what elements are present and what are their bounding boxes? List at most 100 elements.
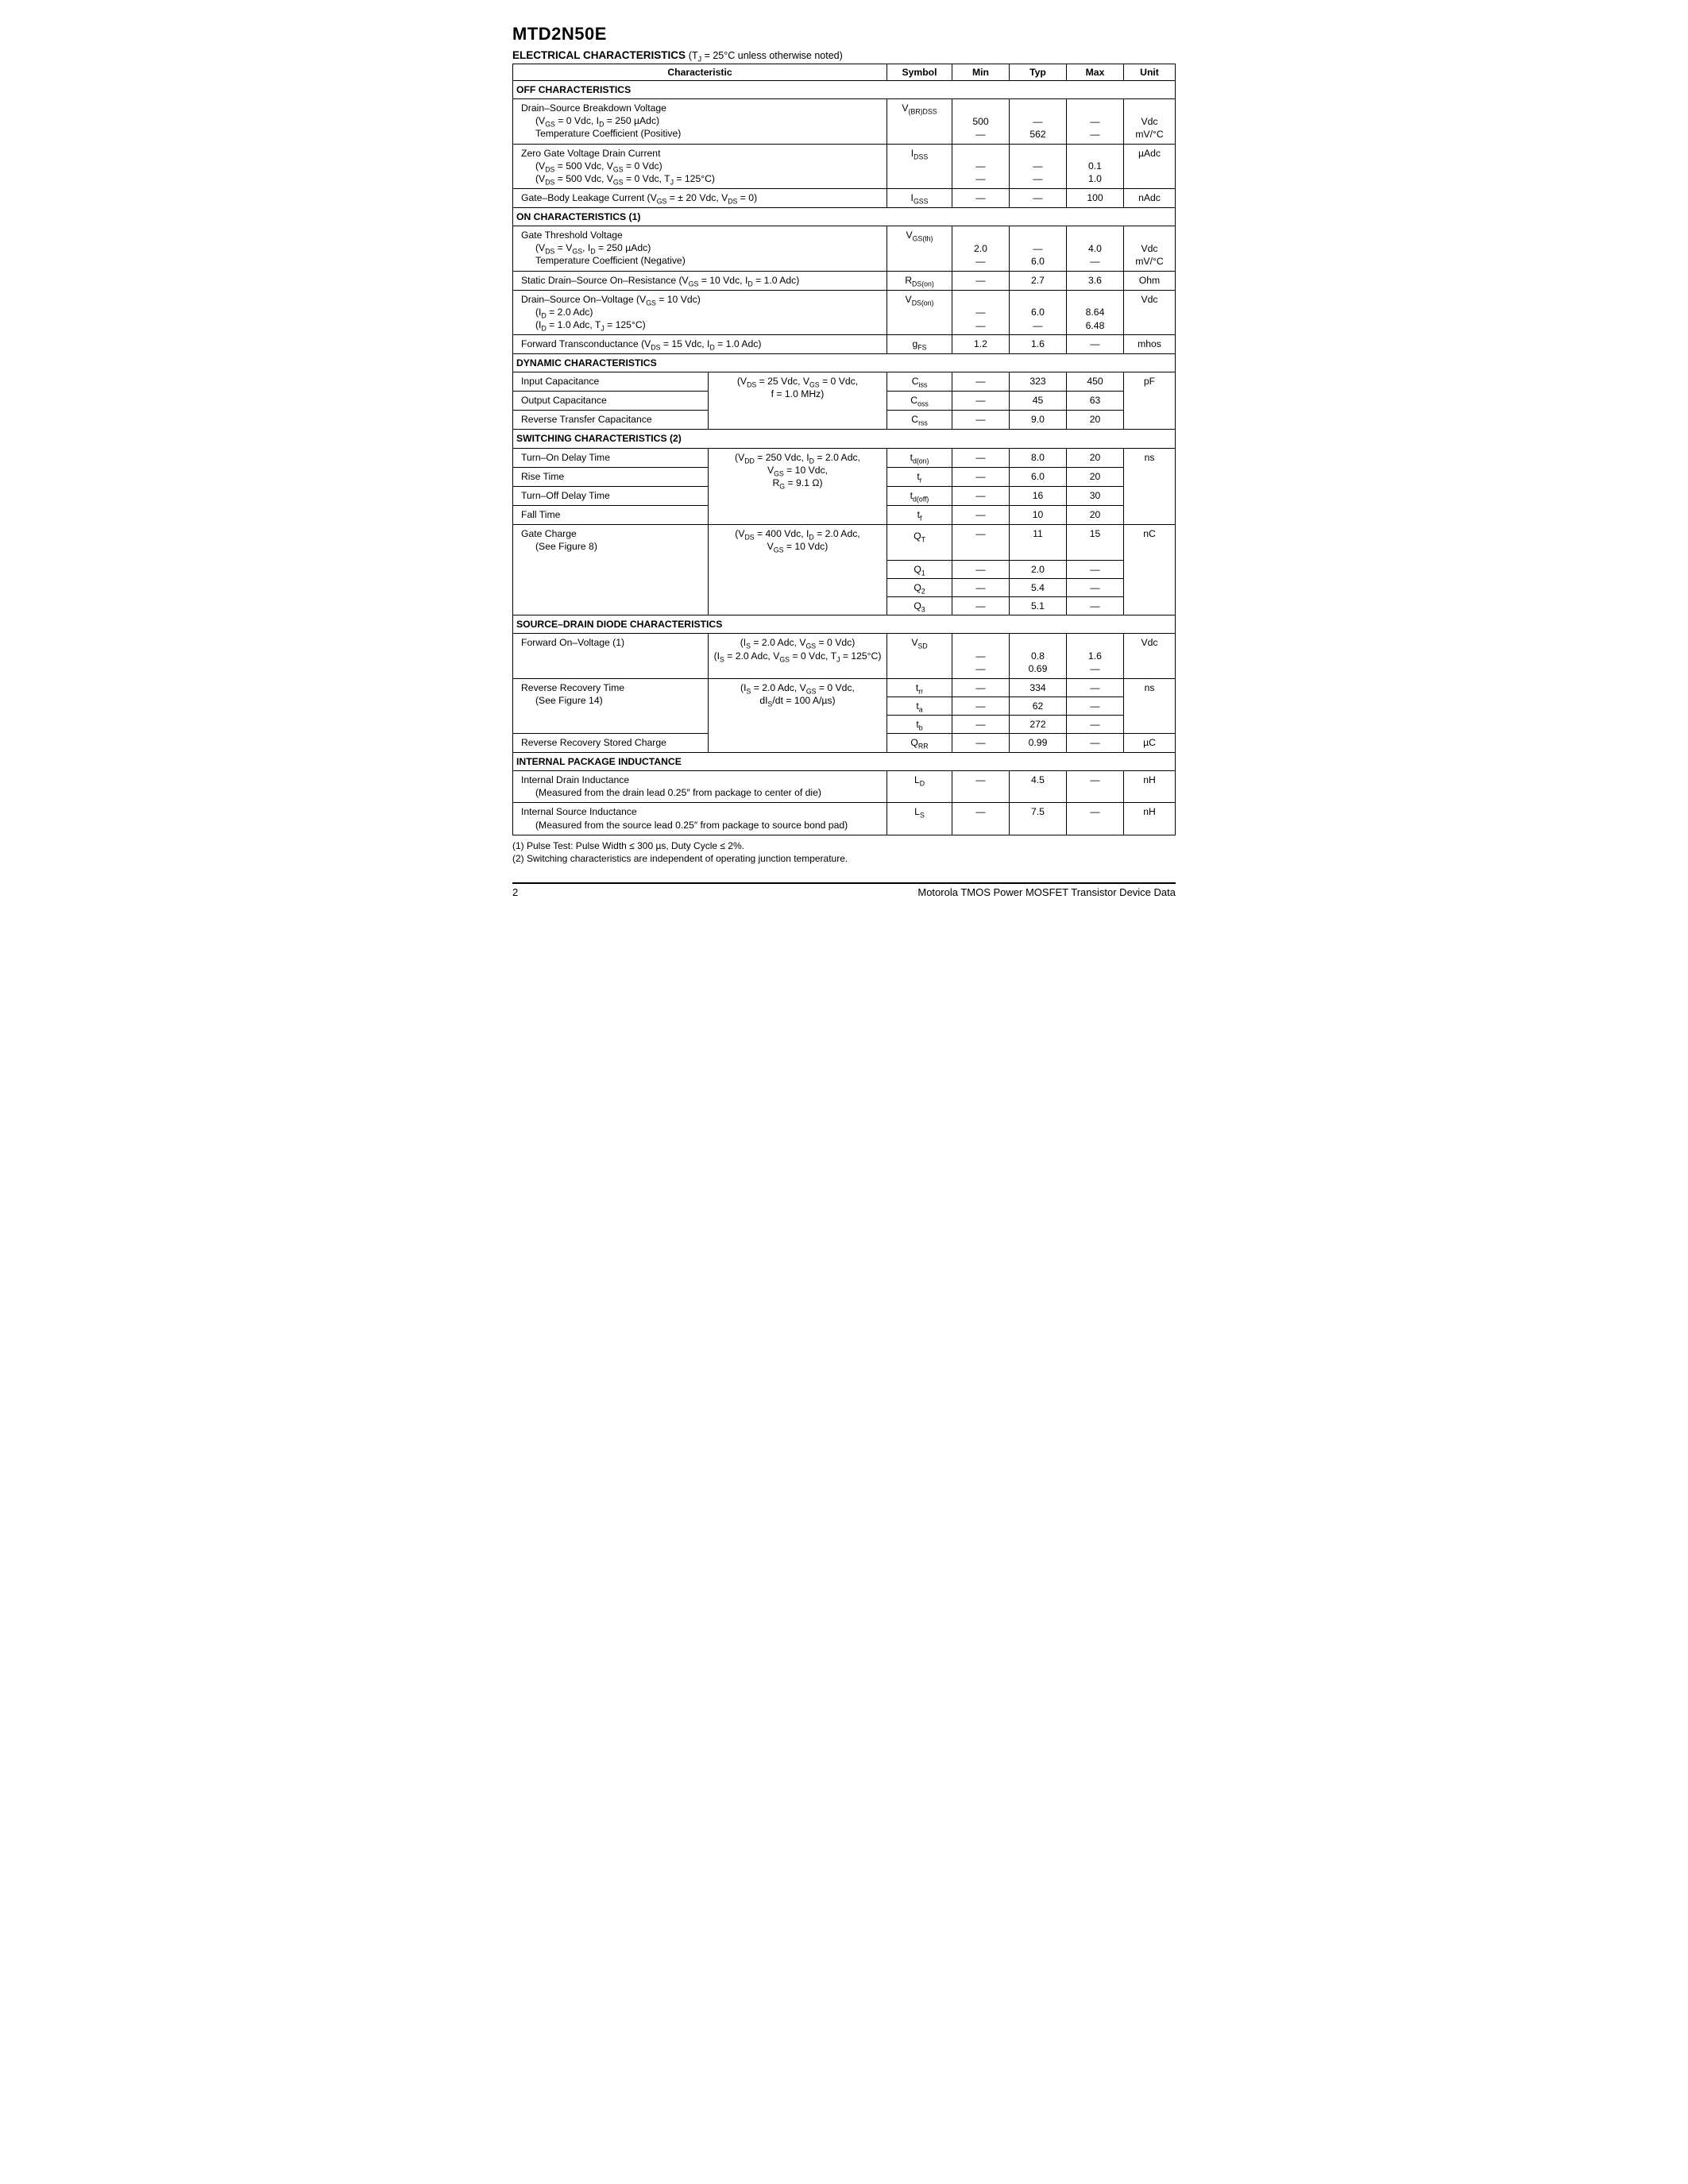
- group-inductance: INTERNAL PACKAGE INDUCTANCE: [513, 753, 1176, 771]
- part-number: MTD2N50E: [512, 24, 1176, 44]
- val-typ: 323: [1010, 372, 1067, 392]
- val-unit: mV/°C: [1135, 128, 1163, 141]
- val-min: —: [952, 486, 1010, 505]
- symbol: VSD: [887, 634, 952, 678]
- group-off: OFF CHARACTERISTICS: [513, 81, 1176, 99]
- val-max: —: [1090, 128, 1099, 141]
- val-typ: 6.0: [1031, 306, 1045, 318]
- val-max: 30: [1067, 486, 1124, 505]
- char-text: Turn–On Delay Time: [513, 448, 709, 467]
- val-max: —: [1090, 115, 1099, 128]
- symbol: Ciss: [887, 372, 952, 392]
- val-typ: —: [1033, 242, 1042, 255]
- val-max: 20: [1067, 448, 1124, 467]
- symbol: Crss: [887, 411, 952, 430]
- val-typ: 0.69: [1029, 662, 1048, 675]
- col-typ: Typ: [1010, 64, 1067, 81]
- condition: (VDS = 400 Vdc, ID = 2.0 Adc,VGS = 10 Vd…: [708, 524, 886, 615]
- table-row: Internal Source Inductance (Measured fro…: [513, 803, 1176, 835]
- char-text: Turn–Off Delay Time: [513, 486, 709, 505]
- val-typ: 5.4: [1010, 579, 1067, 597]
- val-unit: ns: [1124, 678, 1176, 733]
- footnote-1: (1) Pulse Test: Pulse Width ≤ 300 µs, Du…: [512, 839, 1176, 852]
- char-subline: (Measured from the drain lead 0.25″ from…: [521, 786, 882, 799]
- val-min: —: [975, 662, 985, 675]
- val-typ: 0.99: [1010, 734, 1067, 753]
- table-row: Drain–Source On–Voltage (VGS = 10 Vdc) (…: [513, 290, 1176, 334]
- val-min: —: [975, 160, 985, 172]
- col-min: Min: [952, 64, 1010, 81]
- val-max: —: [1067, 734, 1124, 753]
- char-subline: (VDS = VGS, ID = 250 µAdc): [521, 241, 882, 254]
- group-dynamic: DYNAMIC CHARACTERISTICS: [513, 354, 1176, 372]
- val-typ: —: [1033, 319, 1042, 332]
- table-row: Internal Drain Inductance (Measured from…: [513, 771, 1176, 803]
- table-row: Drain–Source Breakdown Voltage (VGS = 0 …: [513, 99, 1176, 144]
- val-typ: 2.7: [1010, 271, 1067, 290]
- char-text: Rise Time: [513, 467, 709, 486]
- val-unit: nAdc: [1124, 188, 1176, 207]
- val-min: —: [952, 716, 1010, 734]
- val-typ: —: [1033, 160, 1042, 172]
- val-max: —: [1067, 771, 1124, 803]
- table-row: Turn–On Delay Time (VDD = 250 Vdc, ID = …: [513, 448, 1176, 467]
- char-text: Input Capacitance: [513, 372, 709, 392]
- symbol: tr: [887, 467, 952, 486]
- val-max: 20: [1067, 467, 1124, 486]
- val-unit: Vdc: [1141, 115, 1157, 128]
- char-subline: Temperature Coefficient (Positive): [521, 127, 882, 140]
- table-row: Reverse Recovery Time (See Figure 14) (I…: [513, 678, 1176, 696]
- symbol: IDSS: [887, 144, 952, 188]
- char-subline: (VGS = 0 Vdc, ID = 250 µAdc): [521, 114, 882, 127]
- char-text: Forward Transconductance (VDS = 15 Vdc, …: [513, 335, 887, 354]
- symbol: td(off): [887, 486, 952, 505]
- val-unit: nC: [1124, 524, 1176, 615]
- table-row: Forward Transconductance (VDS = 15 Vdc, …: [513, 335, 1176, 354]
- char-subline: (See Figure 14): [521, 694, 703, 707]
- val-min: —: [975, 128, 985, 141]
- char-subline: (See Figure 8): [521, 540, 703, 553]
- val-typ: 6.0: [1010, 467, 1067, 486]
- val-typ: 5.1: [1010, 597, 1067, 615]
- val-max: 20: [1067, 505, 1124, 524]
- symbol: Coss: [887, 392, 952, 411]
- table-row: Forward On–Voltage (1) (IS = 2.0 Adc, VG…: [513, 634, 1176, 678]
- val-min: —: [952, 597, 1010, 615]
- symbol: Q1: [887, 561, 952, 579]
- title-condition: (TJ = 25°C unless otherwise noted): [689, 50, 843, 61]
- val-typ: 0.8: [1031, 650, 1045, 662]
- val-max: 3.6: [1067, 271, 1124, 290]
- val-min: —: [952, 271, 1010, 290]
- char-subline: (Measured from the source lead 0.25″ fro…: [521, 819, 882, 832]
- char-subline: Temperature Coefficient (Negative): [521, 254, 882, 267]
- val-max: —: [1067, 803, 1124, 835]
- val-typ: —: [1033, 115, 1042, 128]
- electrical-characteristics-title: ELECTRICAL CHARACTERISTICS (TJ = 25°C un…: [512, 49, 1176, 61]
- val-max: 1.0: [1088, 172, 1102, 185]
- val-typ: 8.0: [1010, 448, 1067, 467]
- char-text: Output Capacitance: [513, 392, 709, 411]
- char-text: Drain–Source Breakdown Voltage: [521, 102, 666, 114]
- condition: (IS = 2.0 Adc, VGS = 0 Vdc,dIS/dt = 100 …: [708, 678, 886, 752]
- val-min: —: [952, 467, 1010, 486]
- val-typ: 2.0: [1010, 561, 1067, 579]
- symbol: VDS(on): [887, 290, 952, 334]
- val-max: 0.1: [1088, 160, 1102, 172]
- group-on: ON CHARACTERISTICS (1): [513, 208, 1176, 226]
- table-row: Gate–Body Leakage Current (VGS = ± 20 Vd…: [513, 188, 1176, 207]
- val-max: 4.0: [1088, 242, 1102, 255]
- val-typ: 562: [1029, 128, 1045, 141]
- table-row: Input Capacitance (VDS = 25 Vdc, VGS = 0…: [513, 372, 1176, 392]
- group-diode: SOURCE–DRAIN DIODE CHARACTERISTICS: [513, 615, 1176, 634]
- char-text: Static Drain–Source On–Resistance (VGS =…: [513, 271, 887, 290]
- val-min: —: [952, 678, 1010, 696]
- val-typ: 272: [1010, 716, 1067, 734]
- val-min: —: [975, 306, 985, 318]
- val-typ: 1.6: [1010, 335, 1067, 354]
- val-unit: ns: [1124, 448, 1176, 524]
- symbol: gFS: [887, 335, 952, 354]
- char-text: Reverse Transfer Capacitance: [513, 411, 709, 430]
- val-unit: Ohm: [1124, 271, 1176, 290]
- symbol: QT: [887, 524, 952, 560]
- val-max: —: [1067, 696, 1124, 715]
